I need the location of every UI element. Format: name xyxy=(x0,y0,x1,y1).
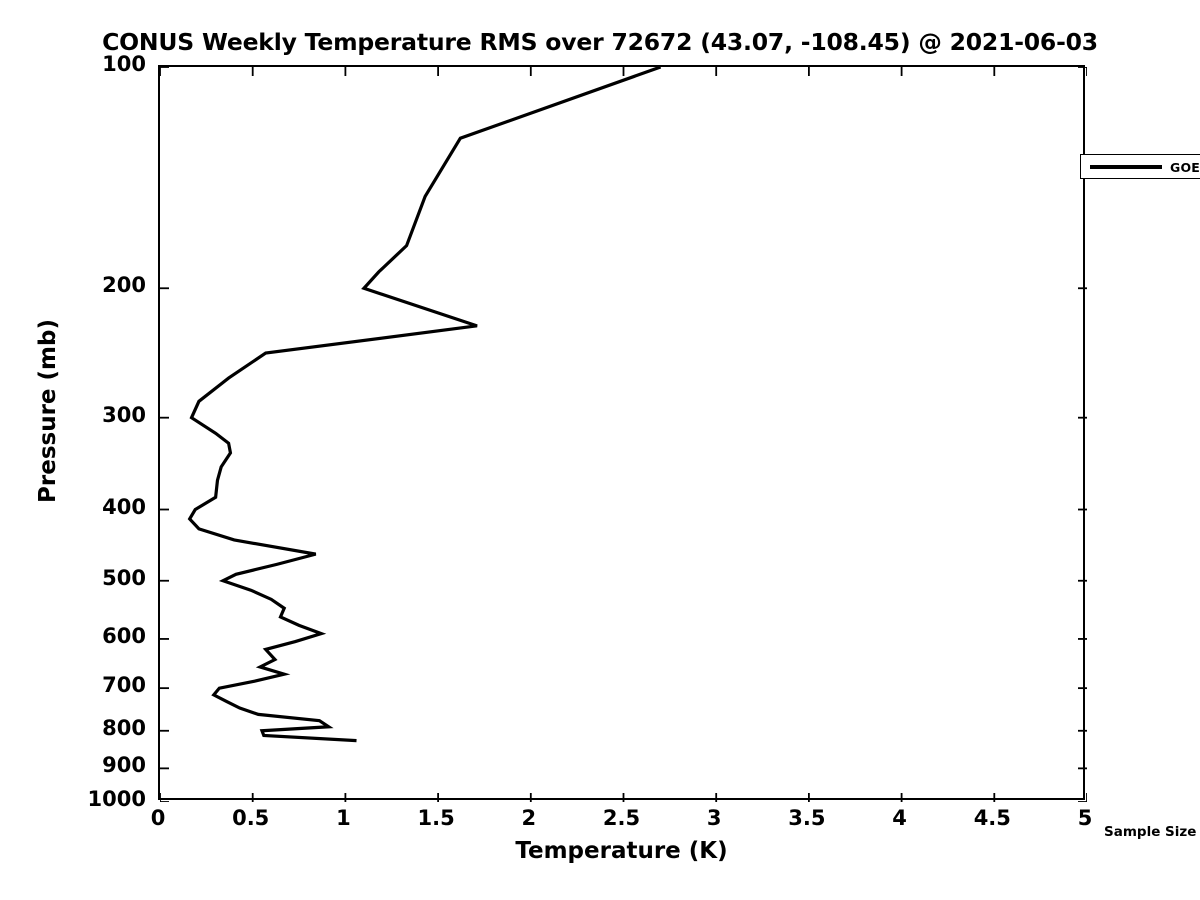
y-tick-label: 300 xyxy=(102,402,146,427)
y-tick-label: 700 xyxy=(102,673,146,698)
sample-size-annotation: Sample Size = 5 xyxy=(1104,824,1200,840)
x-tick-label: 0.5 xyxy=(232,806,270,830)
y-axis-ticks xyxy=(160,67,1087,802)
y-tick-label: 500 xyxy=(102,565,146,590)
y-axis-title: Pressure (mb) xyxy=(35,319,61,503)
x-tick-label: 1 xyxy=(336,806,351,830)
x-tick-label: 3 xyxy=(706,806,722,830)
y-tick-label: 600 xyxy=(102,623,146,648)
x-axis-title: Temperature (K) xyxy=(515,838,728,864)
chart-title: CONUS Weekly Temperature RMS over 72672 … xyxy=(102,28,1098,56)
plot-svg xyxy=(160,67,1087,802)
x-tick-label: 1.5 xyxy=(417,806,455,830)
data-line-goes-16 xyxy=(187,67,662,743)
y-tick-label: 1000 xyxy=(87,787,146,811)
legend-line-swatch xyxy=(1090,165,1162,169)
y-tick-label: 800 xyxy=(102,715,146,740)
x-tick-label: 2 xyxy=(521,806,537,830)
y-tick-label: 900 xyxy=(102,753,146,778)
y-tick-label: 100 xyxy=(102,52,146,76)
x-tick-label: 3.5 xyxy=(788,806,826,830)
x-axis-ticks xyxy=(160,67,1087,802)
x-tick-label: 4 xyxy=(892,806,907,830)
y-tick-label: 200 xyxy=(102,273,146,298)
x-tick-label: 0 xyxy=(150,806,166,830)
y-tick-label: 400 xyxy=(102,494,146,519)
x-tick-label: 4.5 xyxy=(973,806,1011,830)
x-tick-label: 2.5 xyxy=(602,806,641,830)
